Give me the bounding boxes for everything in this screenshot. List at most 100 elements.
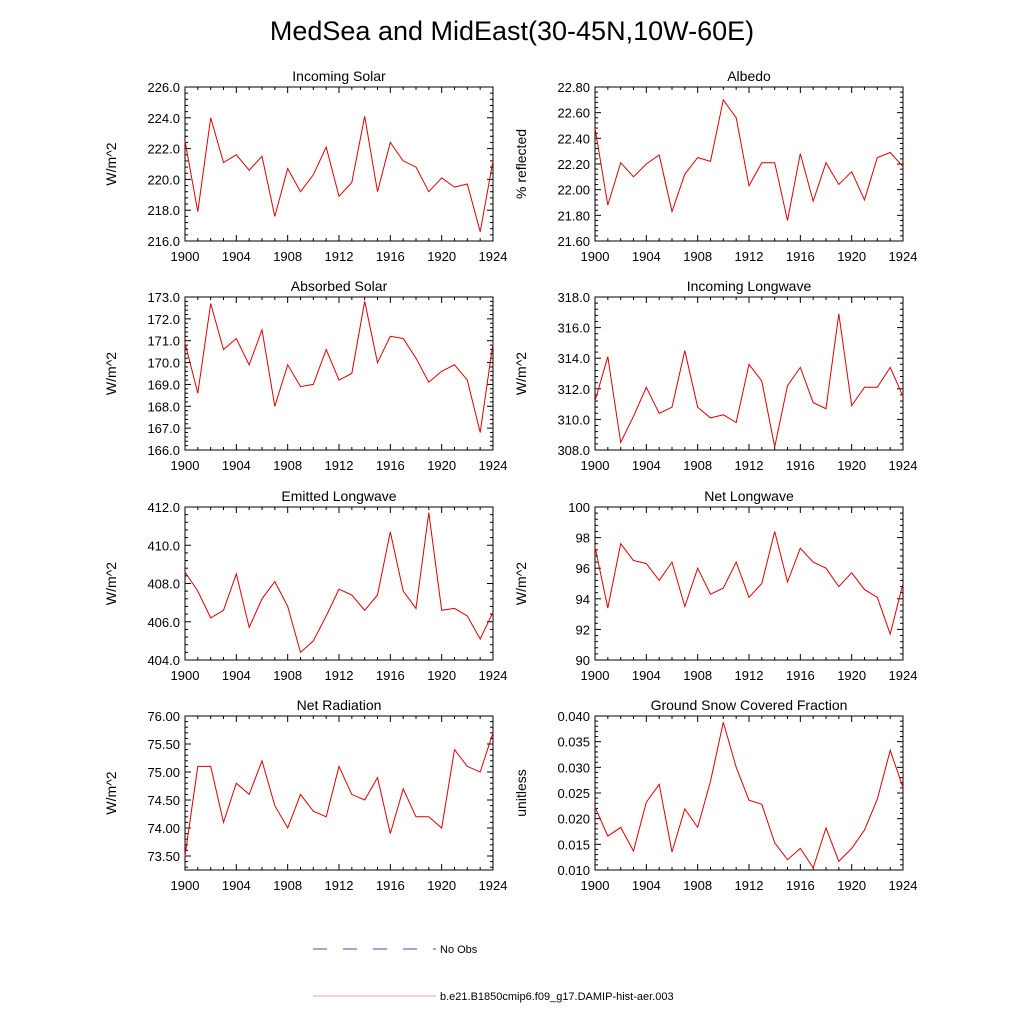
x-tick-label: 1924 xyxy=(889,249,918,264)
series-line xyxy=(184,301,494,433)
y-tick-label: 0.015 xyxy=(557,837,590,852)
x-tick-label: 1916 xyxy=(786,668,815,683)
plot-frame xyxy=(594,86,904,242)
x-tick-label: 1916 xyxy=(376,249,405,264)
x-tick-label: 1920 xyxy=(427,668,456,683)
y-tick-label: 22.80 xyxy=(557,80,590,95)
y-tick-label: 173.0 xyxy=(147,290,180,305)
series-line xyxy=(594,722,904,870)
y-tick-label: 168.0 xyxy=(147,399,180,414)
panel-title: Net Radiation xyxy=(297,697,382,713)
x-tick-label: 1912 xyxy=(325,668,354,683)
legend-label-model-run: b.e21.B1850cmip6.f09_g17.DAMIP-hist-aer.… xyxy=(440,991,674,1003)
y-tick-label: 92 xyxy=(576,622,590,637)
x-tick-label: 1900 xyxy=(581,249,610,264)
x-tick-label: 1900 xyxy=(171,668,200,683)
series-line xyxy=(594,313,904,448)
series-line xyxy=(184,116,494,232)
y-tick-label: 216.0 xyxy=(147,234,180,249)
x-tick-label: 1900 xyxy=(581,458,610,473)
y-tick-label: 73.50 xyxy=(147,849,180,864)
y-tick-label: 75.50 xyxy=(147,737,180,752)
y-tick-label: 218.0 xyxy=(147,203,180,218)
series-line xyxy=(594,98,904,221)
y-axis-label: W/m^2 xyxy=(103,142,119,185)
x-tick-label: 1920 xyxy=(837,668,866,683)
x-tick-label: 1924 xyxy=(479,668,508,683)
series-line xyxy=(184,732,494,857)
y-tick-label: 94 xyxy=(576,592,590,607)
x-tick-label: 1924 xyxy=(479,458,508,473)
y-tick-label: 314.0 xyxy=(557,351,590,366)
x-tick-label: 1924 xyxy=(479,249,508,264)
y-tick-label: 167.0 xyxy=(147,421,180,436)
x-tick-label: 1920 xyxy=(427,458,456,473)
y-tick-label: 316.0 xyxy=(557,321,590,336)
y-axis-label: W/m^2 xyxy=(103,771,119,814)
y-tick-label: 0.035 xyxy=(557,735,590,750)
x-tick-label: 1904 xyxy=(632,668,661,683)
x-tick-label: 1920 xyxy=(837,458,866,473)
x-tick-label: 1908 xyxy=(683,668,712,683)
y-tick-label: 412.0 xyxy=(147,500,180,515)
x-tick-label: 1916 xyxy=(376,878,405,893)
y-tick-label: 96 xyxy=(576,561,590,576)
x-tick-label: 1924 xyxy=(889,878,918,893)
x-tick-label: 1916 xyxy=(786,249,815,264)
y-tick-label: 100 xyxy=(568,500,590,515)
y-tick-label: 0.040 xyxy=(557,709,590,724)
x-tick-label: 1912 xyxy=(735,458,764,473)
panel-1: Albedo % reflected 1900 1904 1908 1912 1916 192… xyxy=(513,68,917,264)
plot-frame xyxy=(184,296,494,451)
y-tick-label: 410.0 xyxy=(147,538,180,553)
x-tick-label: 1912 xyxy=(735,878,764,893)
y-tick-label: 22.00 xyxy=(557,183,590,198)
x-tick-label: 1900 xyxy=(171,249,200,264)
panel-title: Ground Snow Covered Fraction xyxy=(651,697,848,713)
x-tick-label: 1912 xyxy=(325,249,354,264)
panel-5: Net Longwave W/m^2 1900 1904 1908 1912 1916 192… xyxy=(513,488,917,683)
y-axis-label: W/m^2 xyxy=(103,352,119,395)
y-tick-label: 222.0 xyxy=(147,142,180,157)
y-tick-label: 76.00 xyxy=(147,709,180,724)
y-tick-label: 310.0 xyxy=(557,412,590,427)
y-tick-label: 0.030 xyxy=(557,760,590,775)
x-tick-label: 1900 xyxy=(581,668,610,683)
x-tick-label: 1908 xyxy=(683,249,712,264)
y-tick-label: 0.025 xyxy=(557,786,590,801)
y-axis-label: W/m^2 xyxy=(513,562,529,605)
y-tick-label: 220.0 xyxy=(147,172,180,187)
x-tick-label: 1920 xyxy=(427,878,456,893)
series-line xyxy=(184,512,494,654)
x-tick-label: 1908 xyxy=(273,668,302,683)
x-tick-label: 1924 xyxy=(889,668,918,683)
plot-frame xyxy=(184,715,494,871)
y-tick-label: 90 xyxy=(576,653,590,668)
y-tick-label: 74.50 xyxy=(147,793,180,808)
y-tick-label: 22.60 xyxy=(557,106,590,121)
panel-title: Net Longwave xyxy=(704,488,794,504)
y-tick-label: 172.0 xyxy=(147,312,180,327)
y-tick-label: 21.80 xyxy=(557,208,590,223)
y-tick-label: 226.0 xyxy=(147,80,180,95)
x-tick-label: 1900 xyxy=(171,458,200,473)
y-tick-label: 224.0 xyxy=(147,111,180,126)
plot-frame xyxy=(594,506,904,661)
y-tick-label: 308.0 xyxy=(557,443,590,458)
panel-0: Incoming Solar W/m^2 1900 1904 1908 1912 1916 1… xyxy=(103,68,507,264)
x-tick-label: 1912 xyxy=(735,668,764,683)
x-tick-label: 1908 xyxy=(683,458,712,473)
x-tick-label: 1916 xyxy=(786,878,815,893)
y-tick-label: 21.60 xyxy=(557,234,590,249)
x-tick-label: 1916 xyxy=(786,458,815,473)
y-tick-label: 404.0 xyxy=(147,653,180,668)
x-tick-label: 1900 xyxy=(581,878,610,893)
x-tick-label: 1908 xyxy=(273,249,302,264)
x-tick-label: 1904 xyxy=(222,668,251,683)
y-axis-label: unitless xyxy=(513,769,529,816)
x-tick-label: 1920 xyxy=(837,878,866,893)
panel-6: Net Radiation W/m^2 1900 1904 1908 1912 1916 19… xyxy=(103,697,507,893)
series-line xyxy=(594,531,904,636)
y-tick-label: 0.010 xyxy=(557,863,590,878)
panel-title: Albedo xyxy=(727,68,771,84)
